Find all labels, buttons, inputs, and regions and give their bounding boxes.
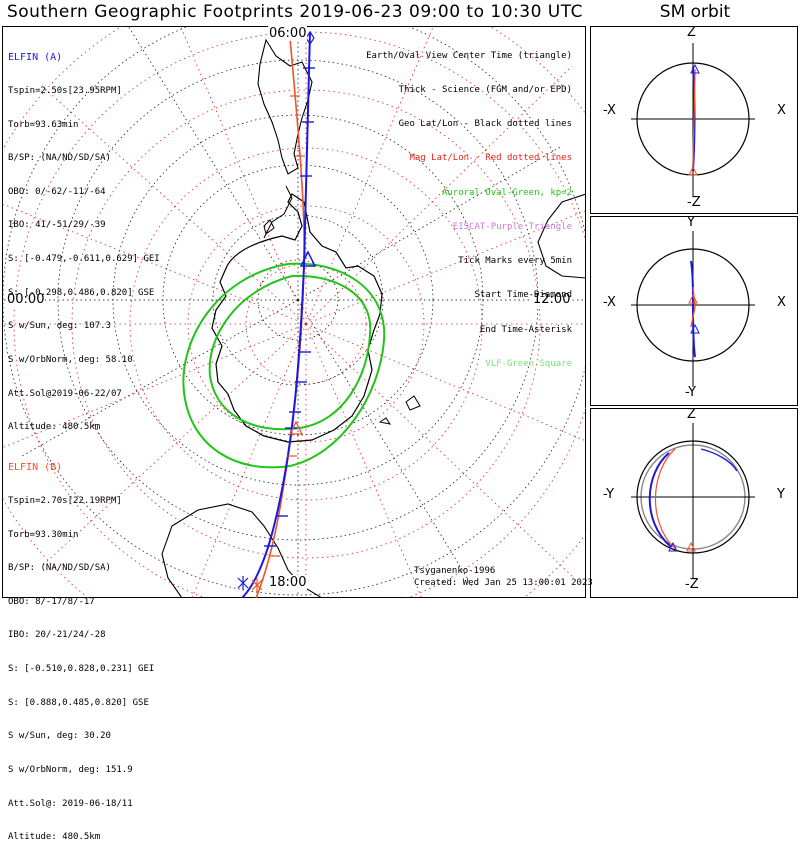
sm-axis-right: Y — [777, 487, 785, 502]
elfin-a-line: Torb=93.63min — [8, 119, 79, 130]
elfin-b-line: IBO: 20/-21/24/-28 — [8, 630, 106, 641]
sm-axis-bottom: -Y — [685, 385, 697, 400]
legend-item: Auroral Oval-Green, kp=2 — [441, 187, 572, 198]
legend-item: Thick - Science (FGM and/or EPD) — [398, 85, 572, 96]
sm-axis-left: -X — [603, 295, 616, 310]
sm-orbit-title: SM orbit — [659, 2, 731, 22]
sm-axis-top: Z — [687, 25, 696, 40]
elfin-b-line: Torb=93.30min — [8, 529, 79, 540]
elfin-a-line: S: [-0.479,-0.611,0.629] GEI — [8, 254, 160, 265]
map-legend: Earth/Oval View Center Time (triangle) T… — [366, 28, 572, 382]
hour-label-right: 12:00 — [532, 292, 572, 307]
elfin-a-end-asterisk — [237, 576, 249, 590]
elfin-a-tick-marks — [264, 67, 315, 547]
model-credit: Tsyganenko-1996 — [414, 566, 496, 576]
heard-island — [378, 417, 392, 425]
south-georgia-island — [263, 219, 275, 235]
elfin-b-center-triangle — [288, 420, 304, 435]
elfin-a-line: S w/Sun, deg: 107.3 — [8, 321, 111, 332]
sm-axis-bottom: -Z — [687, 195, 701, 210]
elfin-b-line: S w/OrbNorm, deg: 151.9 — [8, 764, 133, 775]
elfin-b-line: S: [0.888,0.485,0.820] GSE — [8, 697, 149, 708]
elfin-b-line: S w/Sun, deg: 30.20 — [8, 731, 111, 742]
sm-panel-xz: Z -Z -X X — [590, 25, 798, 214]
elfin-b-line: Tspin=2.70s[22.19RPM] — [8, 496, 122, 507]
elfin-a-line: B/SP: (NA/ND/SD/SA) — [8, 153, 111, 164]
elfin-b-header: ELFIN (B) — [8, 462, 63, 474]
elfin-a-line: Altitude: 480.5km — [8, 422, 101, 433]
sm-axis-top: Y — [687, 215, 695, 230]
elfin-b-info: ELFIN (B) Tspin=2.70s[22.19RPM] Torb=93.… — [8, 440, 154, 855]
elfin-b-line: B/SP: (NA/ND/SD/SA) — [8, 563, 111, 574]
elfin-a-line: Att.Sol@2019-06-22/07 — [8, 388, 122, 399]
australia-coastline — [537, 193, 586, 279]
elfin-a-line: OBO: 0/-62/-11/-64 — [8, 186, 106, 197]
elfin-a-line: S: [-0.298,0.486,0.820] GSE — [8, 287, 155, 298]
sm-axis-right: X — [777, 295, 786, 310]
sm-panel-xy-plot — [631, 231, 755, 387]
africa-coastline — [161, 503, 324, 598]
legend-item: VLF-Green Square — [485, 358, 572, 369]
elfin-b-line: Altitude: 480.5km — [8, 832, 101, 843]
sm-panel-xy: Y -Y -X X — [590, 215, 798, 406]
elfin-b-line: S: [-0.510,0.828,0.231] GEI — [8, 664, 155, 675]
kerguelen-islands — [405, 395, 421, 411]
elfin-b-end-asterisk — [251, 578, 263, 592]
legend-item: Start Time-Diamond — [474, 290, 572, 301]
created-timestamp: Created: Wed Jan 25 13:00:01 2023 — [414, 578, 593, 588]
south-america-coastline — [257, 38, 313, 175]
legend-item: Geo Lat/Lon - Black dotted lines — [398, 119, 572, 130]
plot-title: Southern Geographic Footprints 2019-06-2… — [6, 2, 583, 22]
legend-item: EISCAT-Purple Triangle — [452, 221, 572, 232]
elfin-b-line: OBO: 8/-17/8/-17 — [8, 596, 95, 607]
sm-panel-yz: Z -Z -Y Y — [590, 407, 798, 598]
sm-axis-left: -X — [603, 103, 616, 118]
auroral-ovals — [182, 262, 386, 469]
elfin-a-track — [241, 31, 311, 598]
sm-panel-xz-plot — [631, 43, 755, 197]
hour-label-top: 06:00 — [268, 26, 308, 41]
sm-axis-top: Z — [687, 407, 696, 422]
sm-axis-right: X — [777, 103, 786, 118]
antarctic-peninsula — [263, 185, 293, 239]
hour-label-left: 00:00 — [6, 292, 46, 307]
elfin-b-tick-marks — [270, 95, 305, 557]
sm-panel-yz-plot — [631, 423, 755, 579]
elfin-a-line: IBO: 41/-51/29/-39 — [8, 220, 106, 231]
antarctica-coastline — [211, 193, 383, 443]
sm-axis-left: -Y — [603, 487, 615, 502]
legend-item: Mag Lat/Lon - Red dotted lines — [409, 153, 572, 164]
elfin-a-info: ELFIN (A) Tspin=2.50s[23.95RPM] Torb=93.… — [8, 30, 160, 445]
legend-item: Tick Marks every 5min — [458, 256, 572, 267]
elfin-b-line: Att.Sol@: 2019-06-18/11 — [8, 798, 133, 809]
elfin-b-track — [255, 37, 306, 598]
sm-axis-bottom: -Z — [685, 577, 699, 592]
elfin-a-line: Tspin=2.50s[23.95RPM] — [8, 86, 122, 97]
legend-item: End Time-Asterisk — [479, 324, 572, 335]
elfin-a-line: S w/OrbNorm, deg: 58.10 — [8, 354, 133, 365]
elfin-a-center-triangle — [299, 250, 317, 267]
hour-label-bottom: 18:00 — [268, 575, 308, 590]
elfin-a-header: ELFIN (A) — [8, 52, 63, 64]
legend-item: Earth/Oval View Center Time (triangle) — [366, 50, 572, 61]
